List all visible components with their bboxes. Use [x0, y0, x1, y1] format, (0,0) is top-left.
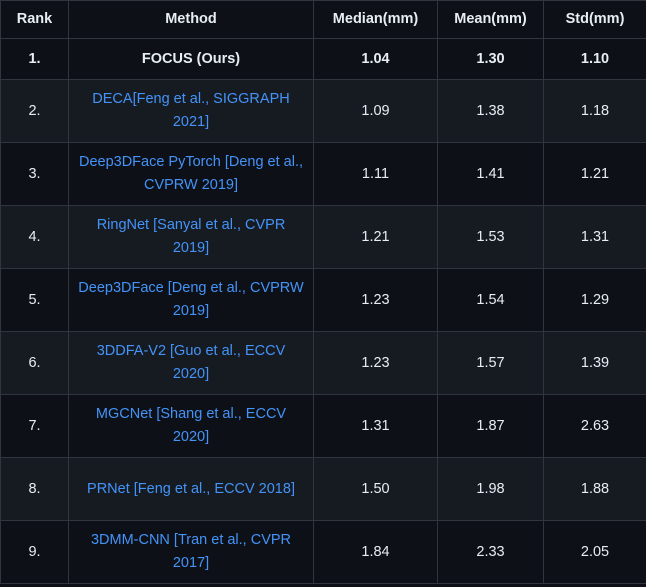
mean-cell: 1.53	[437, 205, 544, 269]
method-link[interactable]: MGCNet [Shang et al., ECCV 2020]	[95, 406, 287, 445]
std-cell: 1.29	[543, 268, 646, 332]
mean-cell: 1.30	[437, 38, 544, 80]
method-link[interactable]: Deep3DFace PyTorch [Deng et al., CVPRW 2…	[78, 154, 304, 193]
std-cell: 2.05	[543, 520, 646, 584]
method-cell: PRNet [Feng et al., ECCV 2018]	[68, 457, 314, 521]
mean-cell: 1.98	[437, 457, 544, 521]
header-method: Method	[68, 0, 314, 39]
header-median: Median(mm)	[313, 0, 438, 39]
mean-cell: 1.87	[437, 394, 544, 458]
rank-cell: 6.	[0, 331, 69, 395]
method-link[interactable]: PRNet [Feng et al., ECCV 2018]	[87, 480, 295, 497]
rank-cell: 4.	[0, 205, 69, 269]
method-cell: Deep3DFace [Deng et al., CVPRW 2019]	[68, 268, 314, 332]
method-cell: 3DDFA-V2 [Guo et al., ECCV 2020]	[68, 331, 314, 395]
method-name: FOCUS (Ours)	[141, 50, 241, 67]
header-mean: Mean(mm)	[437, 0, 544, 39]
mean-cell: 1.38	[437, 79, 544, 143]
header-std: Std(mm)	[543, 0, 646, 39]
header-rank: Rank	[0, 0, 69, 39]
median-cell: 1.31	[313, 394, 438, 458]
header-row: Rank Method Median(mm) Mean(mm) Std(mm)	[0, 0, 646, 39]
method-cell: Deep3DFace PyTorch [Deng et al., CVPRW 2…	[68, 142, 314, 206]
median-cell: 1.04	[313, 38, 438, 80]
rank-cell: 1.	[0, 38, 69, 80]
rank-cell: 5.	[0, 268, 69, 332]
std-cell: 1.10	[543, 38, 646, 80]
method-link[interactable]: DECA[Feng et al., SIGGRAPH 2021]	[92, 91, 290, 130]
table-row: 8. PRNet [Feng et al., ECCV 2018] 1.50 1…	[0, 457, 646, 521]
median-cell: 1.50	[313, 457, 438, 521]
method-cell: FOCUS (Ours)	[68, 38, 314, 80]
method-cell: MGCNet [Shang et al., ECCV 2020]	[68, 394, 314, 458]
method-link[interactable]: 3DMM-CNN [Tran et al., CVPR 2017]	[90, 532, 292, 571]
table-row: 7. MGCNet [Shang et al., ECCV 2020] 1.31…	[0, 394, 646, 458]
table-row: 5. Deep3DFace [Deng et al., CVPRW 2019] …	[0, 268, 646, 332]
method-link[interactable]: RingNet [Sanyal et al., CVPR 2019]	[96, 217, 286, 256]
median-cell: 1.21	[313, 205, 438, 269]
mean-cell: 1.41	[437, 142, 544, 206]
mean-cell: 1.57	[437, 331, 544, 395]
method-cell: DECA[Feng et al., SIGGRAPH 2021]	[68, 79, 314, 143]
median-cell: 1.23	[313, 331, 438, 395]
table-row: 6. 3DDFA-V2 [Guo et al., ECCV 2020] 1.23…	[0, 331, 646, 395]
rank-cell: 8.	[0, 457, 69, 521]
mean-cell: 2.33	[437, 520, 544, 584]
std-cell: 1.18	[543, 79, 646, 143]
std-cell: 1.39	[543, 331, 646, 395]
method-cell: 3DMM-CNN [Tran et al., CVPR 2017]	[68, 520, 314, 584]
std-cell: 1.21	[543, 142, 646, 206]
median-cell: 1.11	[313, 142, 438, 206]
rank-cell: 2.	[0, 79, 69, 143]
rank-cell: 9.	[0, 520, 69, 584]
table-row: 4. RingNet [Sanyal et al., CVPR 2019] 1.…	[0, 205, 646, 269]
mean-cell: 1.54	[437, 268, 544, 332]
table-row: 2. DECA[Feng et al., SIGGRAPH 2021] 1.09…	[0, 79, 646, 143]
table-row: 9. 3DMM-CNN [Tran et al., CVPR 2017] 1.8…	[0, 520, 646, 584]
method-link[interactable]: 3DDFA-V2 [Guo et al., ECCV 2020]	[96, 343, 286, 382]
std-cell: 2.63	[543, 394, 646, 458]
median-cell: 1.23	[313, 268, 438, 332]
std-cell: 1.88	[543, 457, 646, 521]
std-cell: 1.31	[543, 205, 646, 269]
rank-cell: 7.	[0, 394, 69, 458]
rank-cell: 3.	[0, 142, 69, 206]
median-cell: 1.09	[313, 79, 438, 143]
method-link[interactable]: Deep3DFace [Deng et al., CVPRW 2019]	[78, 280, 304, 319]
median-cell: 1.84	[313, 520, 438, 584]
method-cell: RingNet [Sanyal et al., CVPR 2019]	[68, 205, 314, 269]
table-row: 3. Deep3DFace PyTorch [Deng et al., CVPR…	[0, 142, 646, 206]
table-row: 1. FOCUS (Ours) 1.04 1.30 1.10	[0, 38, 646, 80]
